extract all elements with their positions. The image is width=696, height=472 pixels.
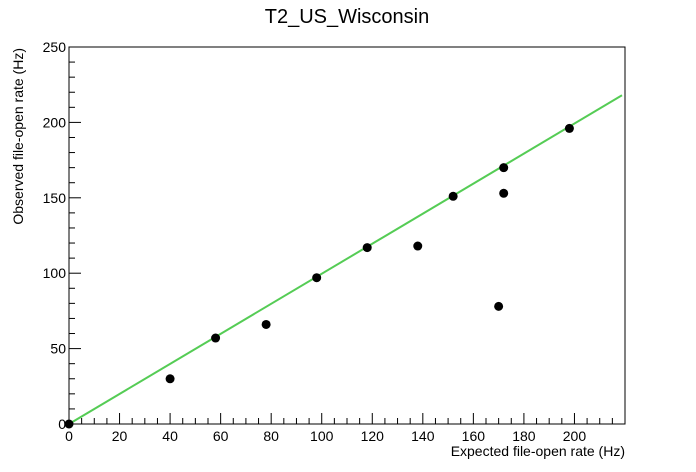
plot-frame: [68, 46, 626, 425]
x-tick-label: 200: [563, 428, 587, 444]
x-tick-label: 20: [112, 428, 128, 444]
x-tick-label: 160: [462, 428, 486, 444]
x-tick-label: 0: [65, 428, 73, 444]
fit-line: [68, 94, 623, 425]
data-point: [499, 163, 509, 173]
x-tick-label: 180: [512, 428, 536, 444]
y-axis-title: Observed file-open rate (Hz): [10, 48, 26, 225]
x-tick-label: 60: [213, 428, 229, 444]
y-tick-label: 0: [58, 416, 66, 432]
data-point: [564, 123, 574, 133]
x-tick-label: 140: [411, 428, 435, 444]
chart-title: T2_US_Wisconsin: [265, 6, 430, 28]
x-tick-label: 100: [310, 428, 334, 444]
data-point: [494, 301, 504, 311]
data-point: [261, 319, 271, 329]
data-point: [413, 241, 423, 251]
data-point: [448, 191, 458, 201]
data-point: [165, 374, 175, 384]
y-tick-label: 100: [43, 265, 67, 281]
data-point: [211, 333, 221, 343]
x-tick-label: 120: [361, 428, 385, 444]
x-axis: 0 20 40 60 80 100 120 140 160 180 200: [65, 413, 613, 444]
data-point: [64, 419, 74, 429]
y-tick-label: 200: [43, 114, 67, 130]
x-tick-label: 40: [162, 428, 178, 444]
x-tick-label: 80: [263, 428, 279, 444]
y-tick-label: 150: [43, 190, 67, 206]
fit-line-group: [68, 94, 623, 425]
y-tick-label: 50: [50, 341, 66, 357]
x-axis-title: Expected file-open rate (Hz): [451, 443, 625, 459]
data-point: [499, 188, 509, 198]
data-point: [312, 273, 322, 283]
y-tick-label: 250: [43, 39, 67, 55]
data-point: [362, 243, 372, 253]
data-points: [64, 123, 574, 429]
y-axis: 0 50 100 150 200 250: [43, 39, 81, 432]
